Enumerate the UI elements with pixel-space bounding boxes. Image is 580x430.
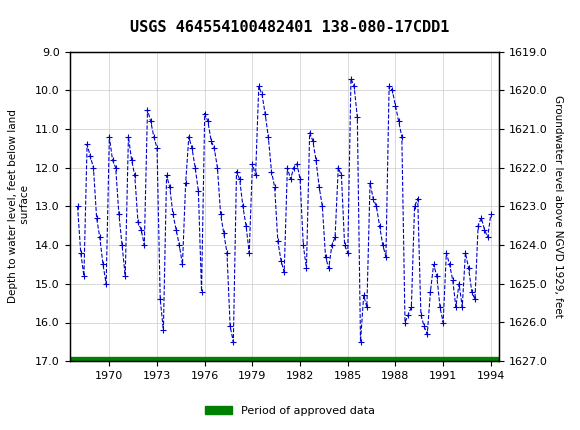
Legend: Period of approved data: Period of approved data <box>200 401 380 420</box>
Y-axis label: Groundwater level above NGVD 1929, feet: Groundwater level above NGVD 1929, feet <box>553 95 563 318</box>
Y-axis label: Depth to water level, feet below land
 surface: Depth to water level, feet below land su… <box>8 110 30 303</box>
Text: USGS 464554100482401 138-080-17CDD1: USGS 464554100482401 138-080-17CDD1 <box>130 21 450 35</box>
Text: ⌸USGS: ⌸USGS <box>12 12 66 29</box>
